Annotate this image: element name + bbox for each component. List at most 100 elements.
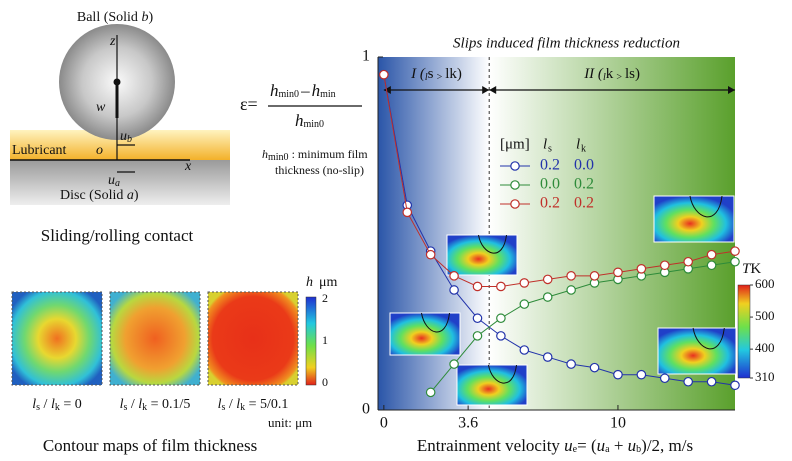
ball-center — [114, 79, 121, 86]
chart-title: Slips induced film thickness reduction — [453, 35, 680, 51]
data-point — [567, 286, 575, 294]
eq-note: hmin0 : minimum film — [262, 147, 368, 164]
y-tick-label: 1 — [362, 48, 370, 65]
contour-label: ls / lk = 0.1/5 — [120, 397, 191, 413]
contour-label: ls / lk = 0 — [32, 397, 81, 413]
lubricant-label: Lubricant — [12, 143, 67, 158]
contact-diagram: Ball (Solid b) z w ub o x ua Lubricant D… — [10, 10, 230, 245]
x-label: x — [184, 159, 192, 174]
eq-numerator: hmin0–hmin — [270, 81, 336, 100]
data-point — [684, 258, 692, 266]
data-point — [567, 360, 575, 368]
temperature-inset — [654, 196, 734, 242]
colorbar-tick-label: 600 — [755, 276, 775, 291]
temperature-inset — [390, 313, 460, 355]
data-point — [380, 70, 388, 78]
legend-marker — [511, 181, 519, 189]
eq-lhs: ε= — [240, 94, 258, 114]
data-point — [544, 275, 552, 283]
ball-label: Ball (Solid b) — [77, 10, 154, 25]
contour-map — [208, 292, 298, 385]
data-point — [684, 378, 692, 386]
temperature-inset — [447, 235, 517, 275]
contour-tick: 0 — [322, 375, 328, 389]
contour-label: ls / lk = 5/0.1 — [218, 397, 289, 413]
legend-ls: 0.2 — [540, 195, 560, 212]
origin-label: o — [96, 143, 103, 158]
data-point — [520, 346, 528, 354]
data-point — [497, 314, 505, 322]
eq-note: thickness (no-slip) — [275, 163, 364, 177]
data-point — [520, 279, 528, 287]
data-point — [707, 250, 715, 258]
eq-denominator: hmin0 — [295, 111, 324, 130]
data-point — [473, 332, 481, 340]
region-label: II (lk > ls) — [583, 66, 640, 83]
data-point — [731, 247, 739, 255]
legend-header: s — [548, 143, 552, 154]
data-point — [731, 258, 739, 266]
data-point — [473, 282, 481, 290]
legend-lk: 0.2 — [574, 176, 594, 193]
data-point — [544, 293, 552, 301]
data-point — [590, 363, 598, 371]
data-point — [544, 353, 552, 361]
w-label: w — [96, 100, 106, 115]
data-point — [731, 381, 739, 389]
equation: ε= hmin0–hmin hmin0 hmin0 : minimum film… — [240, 81, 368, 177]
disc-label: Disc (Solid a) — [60, 188, 139, 203]
legend-lk: 0.2 — [574, 195, 594, 212]
contact-caption: Sliding/rolling contact — [41, 226, 194, 245]
legend-ls: 0.2 — [540, 157, 560, 174]
data-point — [614, 371, 622, 379]
contour-map — [12, 292, 102, 385]
data-point — [637, 371, 645, 379]
legend-header: [μm] — [500, 136, 530, 152]
data-point — [661, 374, 669, 382]
data-point — [520, 300, 528, 308]
data-point — [450, 272, 458, 280]
legend-marker — [511, 162, 519, 170]
z-label: z — [109, 34, 116, 49]
y-tick-label: 0 — [362, 401, 370, 418]
data-point — [637, 265, 645, 273]
data-point — [567, 272, 575, 280]
contour-caption: Contour maps of film thickness — [43, 436, 257, 455]
data-point — [707, 378, 715, 386]
data-point — [707, 261, 715, 269]
colorbar-tick-label: 500 — [755, 308, 775, 323]
x-tick-label: 3.6 — [458, 415, 478, 432]
chart: Slips induced film thickness reductionI … — [362, 35, 775, 455]
data-point — [590, 272, 598, 280]
colorbar-tick-label: 400 — [755, 340, 775, 355]
legend-header: l — [576, 136, 580, 152]
data-point — [426, 250, 434, 258]
contour-colorbar — [306, 297, 316, 385]
data-point — [473, 314, 481, 322]
temperature-colorbar — [738, 285, 750, 378]
x-axis-label: Entrainment velocity ue= (ua + ub)/2, m/… — [417, 436, 693, 455]
x-tick-label: 10 — [610, 415, 626, 432]
data-point — [426, 388, 434, 396]
x-tick-label: 0 — [380, 415, 388, 432]
data-point — [403, 208, 411, 216]
data-point — [614, 268, 622, 276]
unit-label: unit: μm — [268, 415, 312, 430]
legend-header: k — [581, 143, 586, 154]
contour-map — [110, 292, 200, 385]
region-background — [378, 57, 489, 410]
contour-tick: 1 — [322, 333, 328, 347]
legend-lk: 0.0 — [574, 157, 594, 174]
contour-tick: 2 — [322, 291, 328, 305]
temperature-inset — [658, 328, 736, 374]
figure: Ball (Solid b) z w ub o x ua Lubricant D… — [0, 0, 792, 461]
data-point — [661, 261, 669, 269]
temperature-inset — [457, 365, 527, 405]
legend-ls: 0.0 — [540, 176, 560, 193]
legend-header: l — [543, 136, 547, 152]
data-point — [450, 360, 458, 368]
data-point — [497, 282, 505, 290]
data-point — [450, 286, 458, 294]
legend-marker — [511, 200, 519, 208]
